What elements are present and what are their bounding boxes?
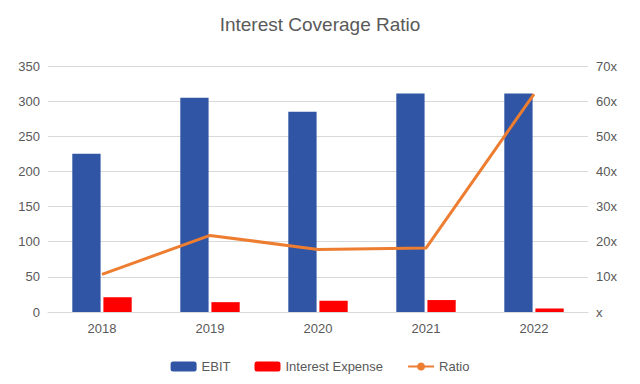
svg-text:40x: 40x bbox=[596, 164, 617, 179]
svg-text:2020: 2020 bbox=[304, 321, 333, 336]
svg-text:x: x bbox=[596, 305, 603, 320]
svg-text:20x: 20x bbox=[596, 234, 617, 249]
svg-text:100: 100 bbox=[18, 234, 40, 249]
svg-text:150: 150 bbox=[18, 199, 40, 214]
svg-text:250: 250 bbox=[18, 129, 40, 144]
svg-text:EBIT: EBIT bbox=[202, 359, 231, 374]
svg-text:300: 300 bbox=[18, 94, 40, 109]
svg-text:2019: 2019 bbox=[196, 321, 225, 336]
svg-text:30x: 30x bbox=[596, 199, 617, 214]
svg-text:2021: 2021 bbox=[412, 321, 441, 336]
svg-text:10x: 10x bbox=[596, 269, 617, 284]
svg-text:0: 0 bbox=[33, 305, 40, 320]
svg-text:50: 50 bbox=[26, 269, 40, 284]
svg-text:60x: 60x bbox=[596, 94, 617, 109]
svg-text:Interest Expense: Interest Expense bbox=[285, 359, 383, 374]
svg-text:350: 350 bbox=[18, 59, 40, 74]
svg-text:2022: 2022 bbox=[520, 321, 549, 336]
svg-text:200: 200 bbox=[18, 164, 40, 179]
svg-text:70x: 70x bbox=[596, 59, 617, 74]
svg-text:2018: 2018 bbox=[88, 321, 117, 336]
svg-text:50x: 50x bbox=[596, 129, 617, 144]
svg-text:Interest Coverage Ratio: Interest Coverage Ratio bbox=[220, 14, 421, 35]
svg-text:Ratio: Ratio bbox=[439, 359, 469, 374]
